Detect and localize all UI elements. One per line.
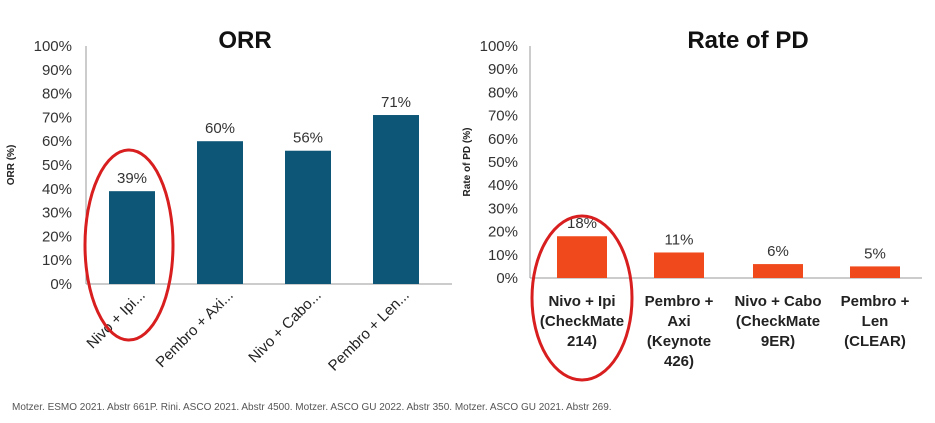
orr-data-label: 71%: [381, 94, 411, 111]
footnote: Motzer. ESMO 2021. Abstr 661P. Rini. ASC…: [12, 402, 612, 413]
orr-y-tick-label: 70%: [42, 109, 72, 126]
orr-y-tick-label: 20%: [42, 228, 72, 245]
orr-x-category-label: Nivo + Cabo...: [245, 287, 325, 367]
orr-bar: [109, 191, 155, 284]
orr-y-tick-label: 0%: [50, 276, 72, 293]
orr-chart: ORR ORR (%) 0% 10% 20% 30% 40% 50% 60% 70% 80% 90% 1…: [6, 27, 452, 375]
orr-highlight-ellipse: [83, 148, 175, 342]
pd-data-label: 11%: [665, 231, 694, 248]
orr-y-tick-label: 10%: [42, 252, 72, 269]
orr-y-tick-label: 100%: [34, 38, 72, 55]
orr-data-label: 60%: [205, 120, 235, 137]
orr-data-label: 39%: [117, 170, 147, 187]
orr-y-tick-label: 30%: [42, 205, 72, 222]
pd-data-label: 18%: [567, 215, 597, 232]
orr-y-tick-label: 50%: [42, 157, 72, 174]
orr-bar: [285, 150, 331, 284]
orr-x-category-label: Pembro + Len...: [325, 287, 413, 375]
orr-y-tick-label: 40%: [42, 181, 72, 198]
orr-data-label: 56%: [293, 130, 323, 147]
orr-y-tick-label: 60%: [42, 133, 72, 150]
orr-y-axis-label: ORR (%): [6, 145, 17, 186]
pd-y-tick-label: 100%: [480, 38, 518, 55]
pd-x-category-label: Pembro + Axi (Keynote 426): [645, 293, 714, 370]
pd-y-tick-label: 10%: [488, 247, 518, 264]
orr-y-tick-label: 90%: [42, 62, 72, 79]
pd-y-tick-label: 20%: [488, 224, 518, 241]
orr-bar: [373, 115, 419, 285]
pd-data-label: 5%: [864, 245, 886, 262]
pd-highlight-ellipse: [530, 214, 634, 382]
pd-data-label: 6%: [767, 243, 789, 260]
rate-of-pd-chart: Rate of PD Rate of PD (%) 0% 10% 20% 30% 40% 50…: [462, 27, 922, 382]
pd-y-axis-label: Rate of PD (%): [462, 128, 473, 197]
pd-y-tick-label: 50%: [488, 154, 518, 171]
pd-x-category-label: Nivo + Cabo (CheckMate 9ER): [734, 293, 821, 350]
pd-y-tick-label: 70%: [488, 108, 518, 125]
pd-y-tick-label: 40%: [488, 177, 518, 194]
pd-bar: [654, 252, 704, 278]
pd-y-tick-label: 0%: [496, 270, 518, 287]
pd-bar: [557, 236, 607, 278]
orr-y-tick-label: 80%: [42, 86, 72, 103]
pd-y-tick-label: 80%: [488, 84, 518, 101]
pd-bar: [850, 266, 900, 278]
pd-x-category-label: Pembro + Len (CLEAR): [841, 293, 910, 350]
pd-chart-title: Rate of PD: [687, 27, 808, 54]
pd-y-tick-label: 90%: [488, 61, 518, 78]
pd-x-category-label: Nivo + Ipi (CheckMate 214): [540, 293, 624, 350]
orr-bar: [197, 141, 243, 284]
orr-chart-title: ORR: [218, 27, 271, 54]
pd-y-tick-label: 30%: [488, 200, 518, 217]
pd-y-tick-label: 60%: [488, 131, 518, 148]
pd-bar: [753, 264, 803, 278]
